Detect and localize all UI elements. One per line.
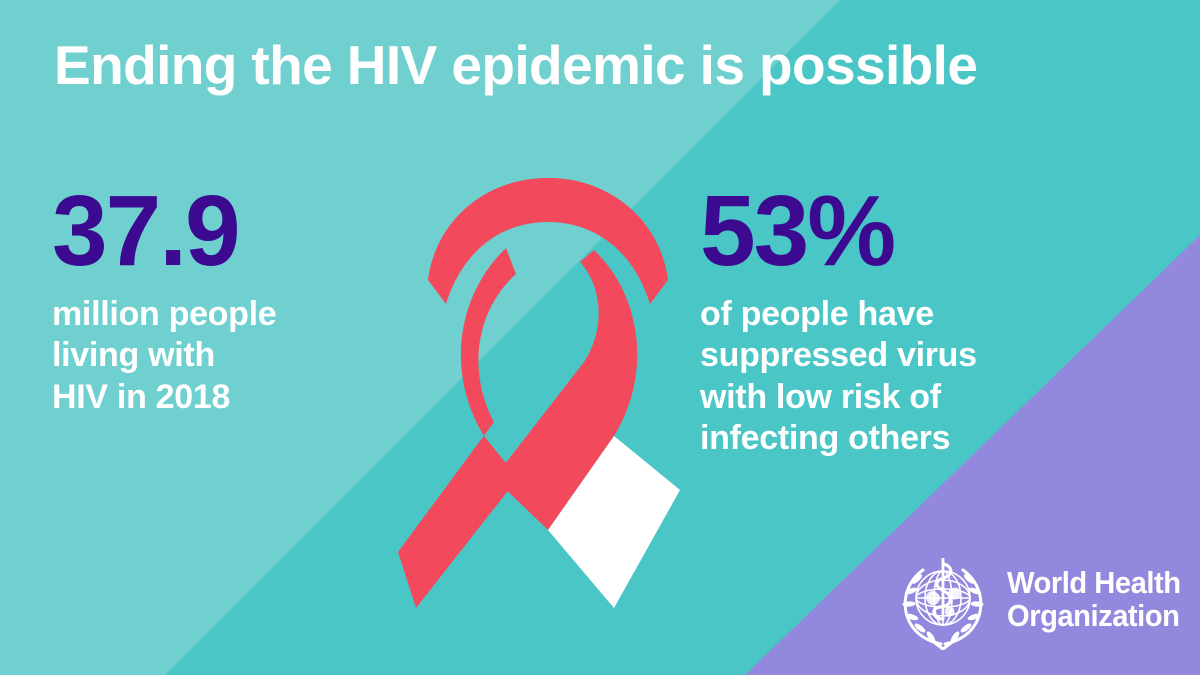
- stat-label-line: living with: [52, 336, 215, 375]
- who-wreath-leaves: [902, 574, 984, 643]
- stat-label-line: suppressed virus: [700, 336, 977, 375]
- stat-label-line: of people have: [700, 295, 934, 333]
- ribbon-left-tail: [398, 248, 518, 608]
- who-wordmark-line: World Health: [1007, 565, 1181, 601]
- stat-label-people-living-with-hiv: million people living with HIV in 2018: [52, 294, 392, 418]
- stat-label-suppressed-virus: of people have suppressed virus with low…: [700, 294, 1130, 460]
- stat-block-people-living-with-hiv: 37.9 million people living with HIV in 2…: [52, 175, 392, 418]
- stat-label-line: with low risk of: [700, 377, 941, 416]
- background-purple-wedge: [745, 235, 1200, 675]
- stat-block-suppressed-virus: 53% of people have suppressed virus with…: [700, 175, 1130, 460]
- page-title: Ending the HIV epidemic is possible: [54, 34, 978, 96]
- who-wordmark-line: Organization: [1007, 598, 1180, 633]
- ribbon-loop-body: [428, 178, 668, 304]
- who-logo: World Health Organization: [893, 548, 1181, 652]
- who-globe-landmass: [926, 587, 961, 617]
- who-serpent: [932, 562, 953, 621]
- stat-label-line: infecting others: [700, 419, 951, 458]
- stat-value-53-percent: 53%: [700, 175, 896, 287]
- ribbon-white-segment: [548, 436, 680, 608]
- who-wordmark: World Health Organization: [1007, 565, 1181, 633]
- stat-value-37-9: 37.9: [52, 175, 241, 287]
- stat-label-line: million people: [52, 295, 277, 333]
- who-wreath-tie: [933, 641, 953, 650]
- red-ribbon-icon: [398, 178, 680, 608]
- ribbon-right-tail: [494, 250, 638, 530]
- who-emblem-icon: [902, 558, 984, 650]
- stat-label-line: HIV in 2018: [52, 377, 231, 416]
